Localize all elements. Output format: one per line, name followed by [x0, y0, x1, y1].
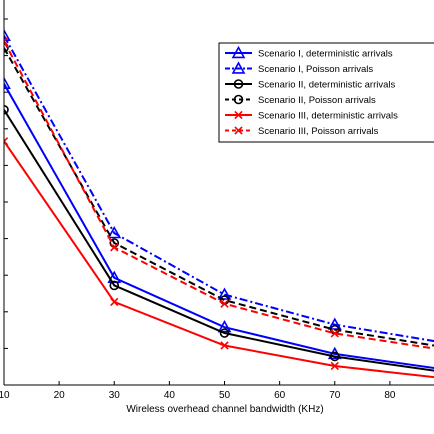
data-point: [4, 137, 9, 146]
data-point: [4, 43, 9, 53]
series-2: [4, 28, 434, 343]
legend-box: [218, 42, 434, 143]
legend-entry: Scenario II, Poisson arrivals: [225, 94, 376, 106]
series-line: [4, 109, 434, 372]
x-tick-label: 80: [384, 390, 396, 401]
legend-marker: [233, 94, 244, 105]
data-point: [107, 225, 122, 239]
data-point: [110, 243, 119, 252]
x-tick-label: 30: [109, 390, 121, 401]
x-axis-ticks: 10 20 30 40 50 60 70 80: [0, 381, 396, 401]
legend-entry: Scenario III, Poisson arrivals: [225, 126, 379, 137]
legend-label: Scenario II, Poisson arrivals: [258, 95, 376, 106]
legend-marker: [231, 45, 246, 59]
legend-marker: [231, 61, 246, 74]
series-3: [4, 104, 434, 372]
legend-marker: [234, 110, 243, 120]
legend-entry: Scenario III, deterministic arrivals: [225, 111, 398, 122]
legend-label: Scenario III, deterministic arrivals: [258, 111, 398, 122]
x-tick-label: 40: [164, 390, 176, 401]
data-point: [220, 341, 229, 350]
legend-label: Scenario I, deterministic arrivals: [258, 49, 393, 60]
data-point: [109, 280, 120, 291]
data-point: [220, 299, 229, 308]
legend-marker: [233, 79, 244, 89]
data-point: [329, 351, 340, 362]
legend: Scenario I, deterministic arrivals Scenar…: [218, 42, 434, 143]
x-tick-label: 20: [54, 390, 66, 401]
legend-label: Scenario II, deterministic arrivals: [258, 80, 396, 91]
data-point: [330, 329, 339, 338]
series-group: [4, 28, 434, 379]
data-point: [4, 37, 9, 46]
x-tick-label: 60: [274, 390, 286, 401]
x-tick-label: 70: [329, 390, 341, 401]
legend-label: Scenario III, Poisson arrivals: [258, 126, 379, 137]
data-point: [4, 104, 9, 115]
legend-entry: Scenario I, deterministic arrivals: [225, 45, 393, 60]
legend-marker: [234, 126, 243, 135]
data-point: [330, 361, 339, 371]
series-line: [4, 140, 434, 379]
x-tick-label: 50: [219, 390, 231, 401]
series-line: [4, 35, 434, 343]
data-point: [4, 76, 11, 89]
data-point: [219, 328, 230, 338]
legend-label: Scenario I, Poisson arrivals: [258, 64, 373, 75]
plot-area: [3, 0, 434, 386]
x-tick-label: 10: [0, 390, 10, 401]
legend-entry: Scenario I, Poisson arrivals: [225, 61, 373, 75]
data-point: [110, 297, 119, 307]
series-line: [4, 83, 434, 370]
series-6: [4, 37, 434, 350]
data-point: [4, 28, 11, 42]
legend-entry: Scenario II, deterministic arrivals: [225, 79, 396, 91]
data-point: [217, 320, 232, 333]
series-5: [4, 137, 434, 379]
x-axis-title: Wireless overhead channel bandwidth (KHz…: [126, 404, 323, 415]
